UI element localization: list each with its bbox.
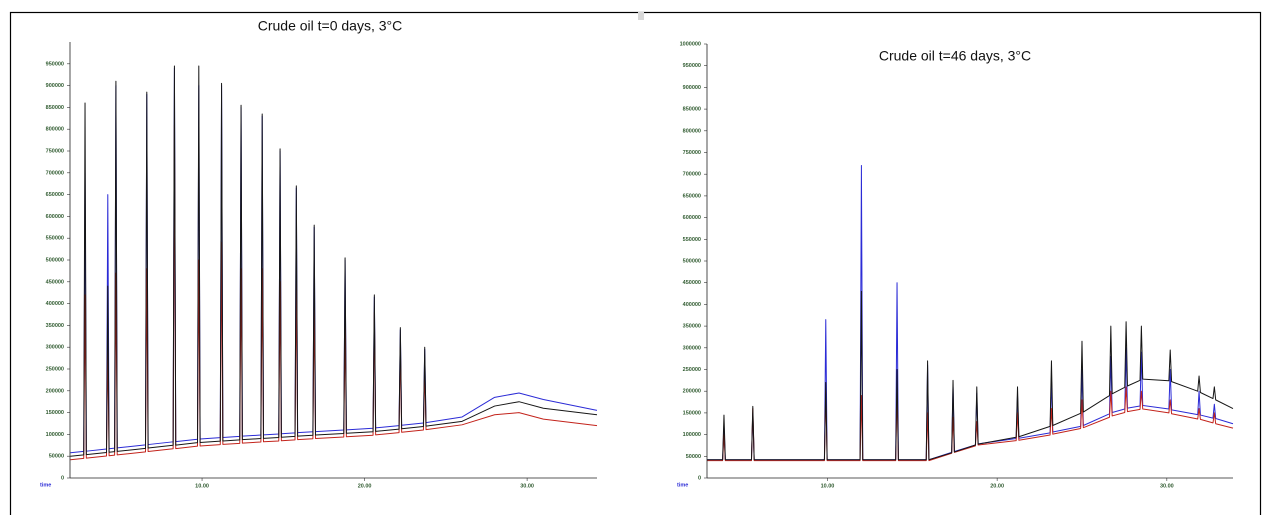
y-tick-label: 0 (698, 475, 701, 481)
x-tick-label: 30.00 (1160, 483, 1174, 489)
y-tick-label: 450000 (683, 280, 701, 286)
y-tick-label: 500000 (46, 257, 64, 263)
y-tick-label: 400000 (46, 301, 64, 307)
frame (9, 11, 1262, 515)
y-tick-label: 450000 (46, 279, 64, 285)
y-tick-label: 300000 (683, 345, 701, 351)
series-line (707, 290, 1234, 461)
y-tick-label: 250000 (683, 367, 701, 373)
y-tick-label: 700000 (46, 170, 64, 176)
x-tick-label: 20.00 (358, 483, 372, 489)
series-line (707, 165, 1234, 461)
y-tick-label: 550000 (683, 237, 701, 243)
y-tick-label: 350000 (46, 323, 64, 329)
y-tick-label: 900000 (46, 83, 64, 89)
y-tick-label: 900000 (683, 85, 701, 91)
y-tick-label: 950000 (46, 61, 64, 67)
y-tick-label: 750000 (683, 150, 701, 156)
x-axis-label: time (677, 482, 688, 488)
y-tick-label: 600000 (46, 214, 64, 220)
y-tick-label: 200000 (46, 388, 64, 394)
y-tick-label: 750000 (46, 148, 64, 154)
x-tick-label: 10.00 (195, 483, 209, 489)
series-line (70, 65, 598, 457)
y-tick-label: 200000 (683, 389, 701, 395)
y-tick-label: 50000 (49, 454, 64, 460)
series-line (70, 67, 598, 454)
y-tick-label: 250000 (46, 366, 64, 372)
handle (638, 12, 644, 20)
y-tick-label: 1000000 (680, 41, 701, 47)
y-tick-label: 550000 (46, 236, 64, 242)
y-tick-label: 500000 (683, 258, 701, 264)
y-tick-label: 350000 (683, 324, 701, 330)
series-line (70, 124, 598, 461)
y-tick-label: 850000 (46, 105, 64, 111)
y-tick-label: 800000 (683, 128, 701, 134)
y-tick-label: 600000 (683, 215, 701, 221)
y-tick-label: 650000 (46, 192, 64, 198)
y-tick-label: 300000 (46, 345, 64, 351)
y-tick-label: 950000 (683, 63, 701, 69)
x-tick-label: 10.00 (821, 483, 835, 489)
y-tick-label: 50000 (686, 454, 701, 460)
y-tick-label: 150000 (46, 410, 64, 416)
chart-title: Crude oil t=46 days, 3°C (879, 48, 1031, 64)
y-tick-label: 700000 (683, 172, 701, 178)
y-tick-label: 400000 (683, 302, 701, 308)
chart-title: Crude oil t=0 days, 3°C (258, 18, 403, 34)
x-tick-label: 30.00 (520, 483, 534, 489)
y-tick-label: 150000 (683, 410, 701, 416)
series-line (707, 386, 1234, 462)
y-tick-label: 100000 (683, 432, 701, 438)
y-tick-label: 800000 (46, 127, 64, 133)
x-axis-label: time (40, 482, 51, 488)
y-tick-label: 650000 (683, 193, 701, 199)
y-tick-label: 850000 (683, 107, 701, 113)
x-tick-label: 20.00 (990, 483, 1004, 489)
y-tick-label: 100000 (46, 432, 64, 438)
y-tick-label: 0 (61, 475, 64, 481)
